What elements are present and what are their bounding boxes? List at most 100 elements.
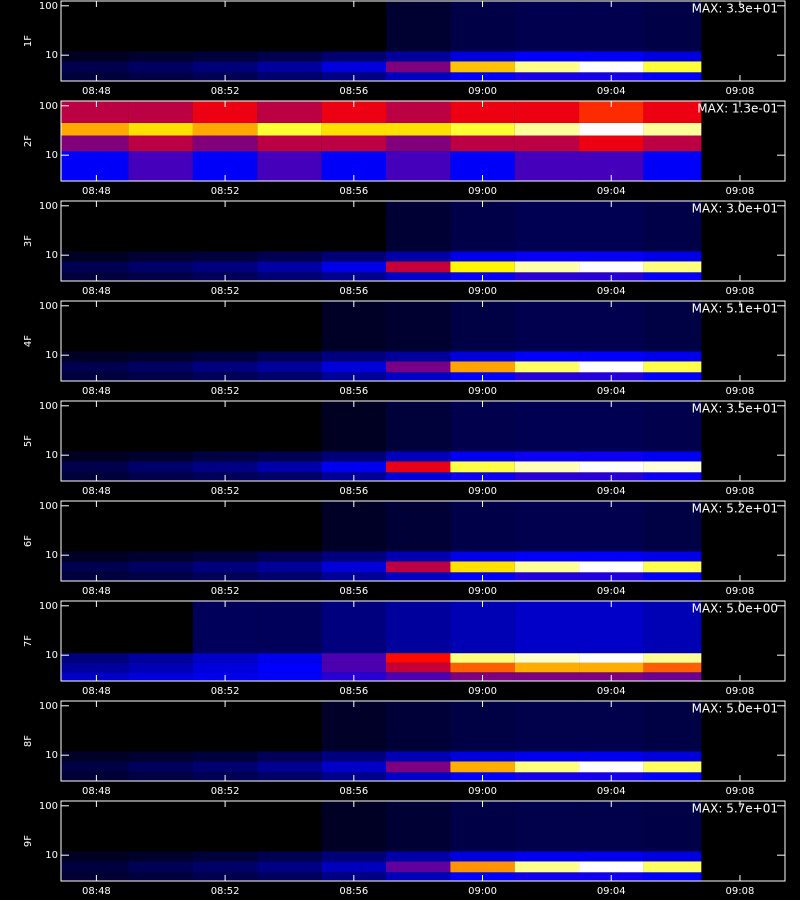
heatmap-cell [643,472,702,481]
heatmap-cell [643,451,702,462]
heatmap-cell [385,872,451,881]
heatmap-cell [514,601,580,654]
heatmap-cell [643,361,702,373]
heatmap-cell [385,851,451,862]
heatmap-cell [321,261,386,273]
heatmap-cell [192,551,258,562]
heatmap-cell [643,151,702,181]
heatmap-cell [61,1,129,52]
heatmap-cell [321,351,386,362]
heatmap-cell [321,653,386,663]
x-tick-label: 08:48 [82,686,111,697]
heatmap-cell [192,101,258,123]
heatmap-cell [450,351,515,362]
heatmap-cell [257,701,322,752]
max-annotation: MAX: 5.0e+01 [692,702,778,716]
heatmap-cell [128,135,193,152]
y-tick-label: 10 [45,350,58,361]
heatmap-cell [257,851,322,862]
heatmap-cell [450,461,515,473]
heatmap-cell [450,301,515,352]
heatmap-cell [579,361,644,373]
x-tick-label: 09:08 [726,586,755,597]
heatmap-cell [128,261,193,273]
heatmap-cell [61,701,129,752]
heatmap-cell [385,601,451,654]
heatmap-cell [128,51,193,62]
heatmap-cell [321,451,386,462]
heatmap-cell [514,1,580,52]
x-tick-label: 09:04 [597,386,626,397]
y-tick-label: 100 [39,201,58,212]
heatmap-cell [514,701,580,752]
heatmap-cell [61,261,129,273]
heatmap-cell [643,501,702,552]
heatmap-cell [514,451,580,462]
heatmap-cell [61,662,129,673]
heatmap-cell [192,261,258,273]
heatmap-cell [579,101,644,123]
heatmap-cell [643,51,702,62]
max-annotation: MAX: 5.2e+01 [692,502,778,516]
x-tick-label: 09:00 [468,386,497,397]
heatmap-cell [128,201,193,252]
heatmap-cell [514,872,580,881]
heatmap-cell [579,1,644,52]
x-tick-label: 08:56 [339,486,368,497]
heatmap-cell [643,61,702,73]
y-axis-label: 7F [23,635,34,647]
heatmap-cell [128,501,193,552]
heatmap-cell [128,861,193,873]
x-tick-label: 08:48 [82,86,111,97]
heatmap-cell [257,551,322,562]
heatmap-cell [61,401,129,452]
heatmap-cell [514,751,580,762]
plot-frame [60,800,786,882]
x-tick-label: 08:56 [339,286,368,297]
heatmap-cell [514,472,580,481]
heatmap-cell [128,251,193,262]
heatmap-cell [321,751,386,762]
heatmap-cell [643,662,702,673]
max-annotation: MAX: 5.7e+01 [692,802,778,816]
heatmap-cell [385,135,451,152]
heatmap-cell [257,351,322,362]
heatmap-cell [61,372,129,381]
heatmap-cell [643,672,702,681]
heatmap-cell [257,461,322,473]
heatmap-cell [128,451,193,462]
x-tick-label: 09:08 [726,786,755,797]
heatmap-cell [450,361,515,373]
heatmap-cell [61,72,129,81]
heatmap-cell [514,251,580,262]
plot-frame [60,0,786,82]
y-tick-label: 100 [39,401,58,412]
heatmap-cell [192,122,258,136]
heatmap-cell [257,761,322,773]
heatmap-cell [128,561,193,573]
heatmap-cell [321,601,386,654]
heatmap-cell [450,851,515,862]
heatmap-cell [257,261,322,273]
heatmap-cell [385,501,451,552]
heatmap-cell [385,51,451,62]
heatmap-cell [579,461,644,473]
heatmap-cell [257,772,322,781]
heatmap-cell [321,251,386,262]
heatmap-cell [450,601,515,654]
heatmap-cell [450,101,515,123]
max-annotation: MAX: 5.1e+01 [692,302,778,316]
heatmap-cell [128,372,193,381]
heatmap-cell [128,672,193,681]
heatmap-cell [128,61,193,73]
heatmap-cell [514,672,580,681]
x-tick-label: 09:00 [468,786,497,797]
heatmap-cell [450,135,515,152]
heatmap-cell [643,601,702,654]
heatmap-cell [643,261,702,273]
heatmap-cell [385,201,451,252]
heatmap-cell [643,851,702,862]
x-tick-label: 09:08 [726,386,755,397]
heatmap-cell [128,151,193,181]
heatmap-cell [579,653,644,663]
